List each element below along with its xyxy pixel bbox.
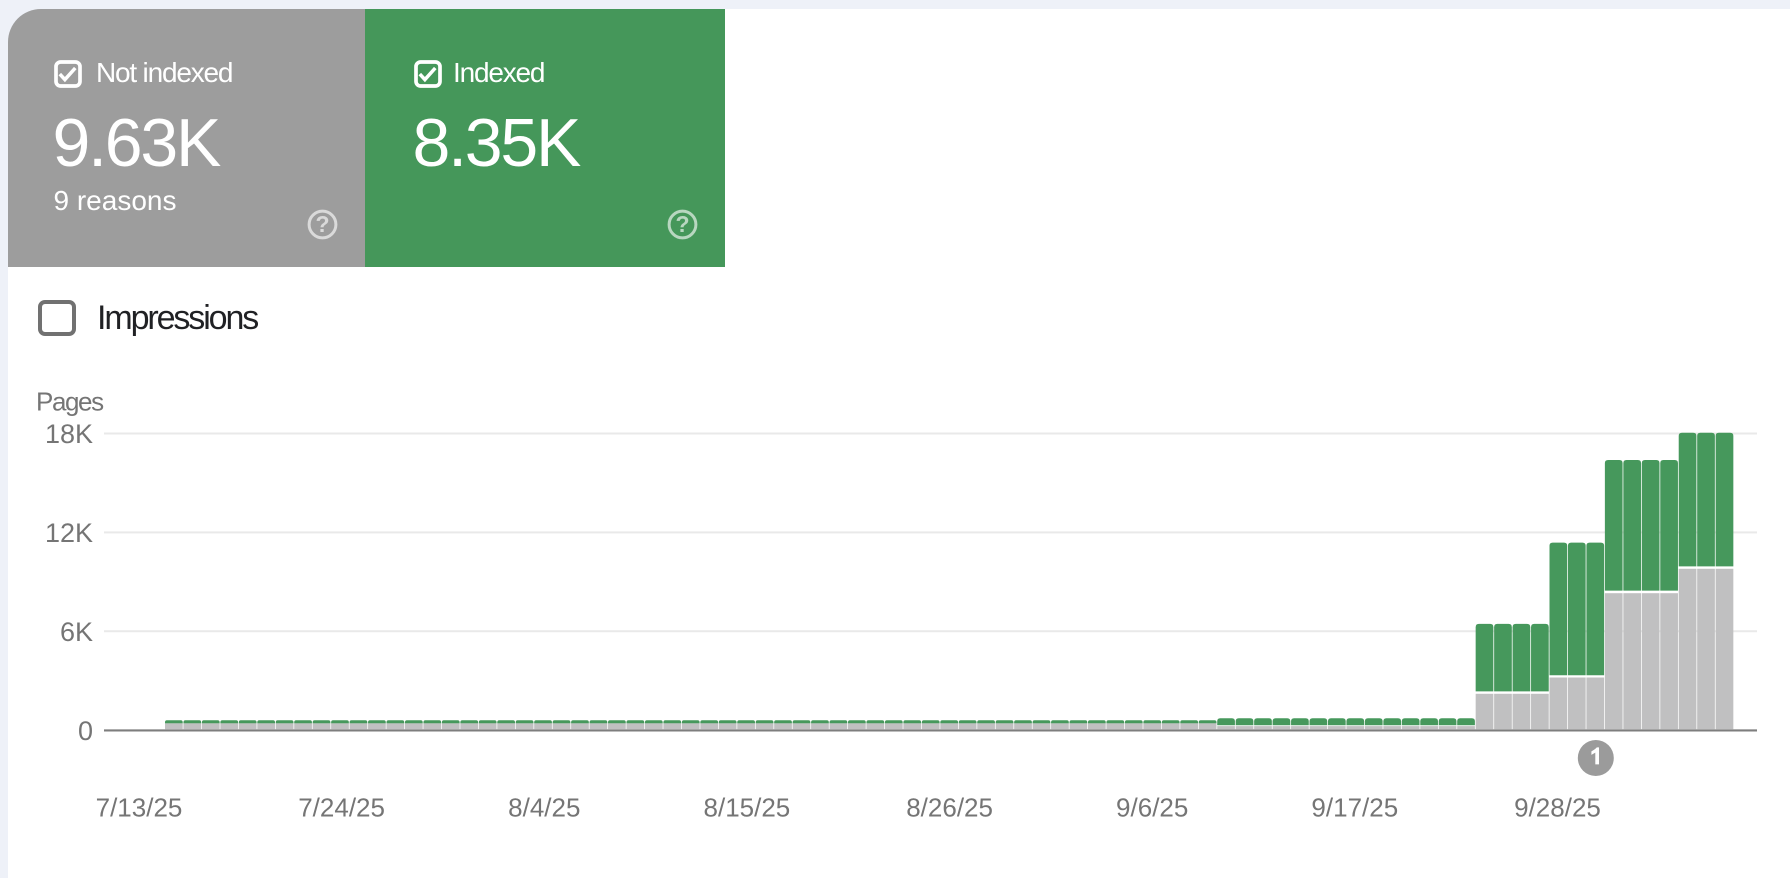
svg-text:8/15/25: 8/15/25 bbox=[704, 793, 791, 823]
svg-text:9/6/25: 9/6/25 bbox=[1116, 793, 1188, 823]
svg-text:Pages: Pages bbox=[36, 387, 104, 417]
svg-text:18K: 18K bbox=[45, 419, 93, 449]
svg-text:6K: 6K bbox=[60, 617, 93, 647]
svg-text:8/4/25: 8/4/25 bbox=[508, 793, 580, 823]
svg-text:8/26/25: 8/26/25 bbox=[906, 793, 993, 823]
svg-text:12K: 12K bbox=[45, 518, 93, 548]
svg-text:?: ? bbox=[315, 211, 329, 237]
svg-text:?: ? bbox=[675, 211, 689, 237]
svg-text:7/24/25: 7/24/25 bbox=[298, 793, 385, 823]
svg-text:7/13/25: 7/13/25 bbox=[96, 793, 183, 823]
svg-text:9/28/25: 9/28/25 bbox=[1514, 793, 1601, 823]
svg-text:9/17/25: 9/17/25 bbox=[1311, 793, 1398, 823]
svg-text:0: 0 bbox=[78, 716, 93, 746]
